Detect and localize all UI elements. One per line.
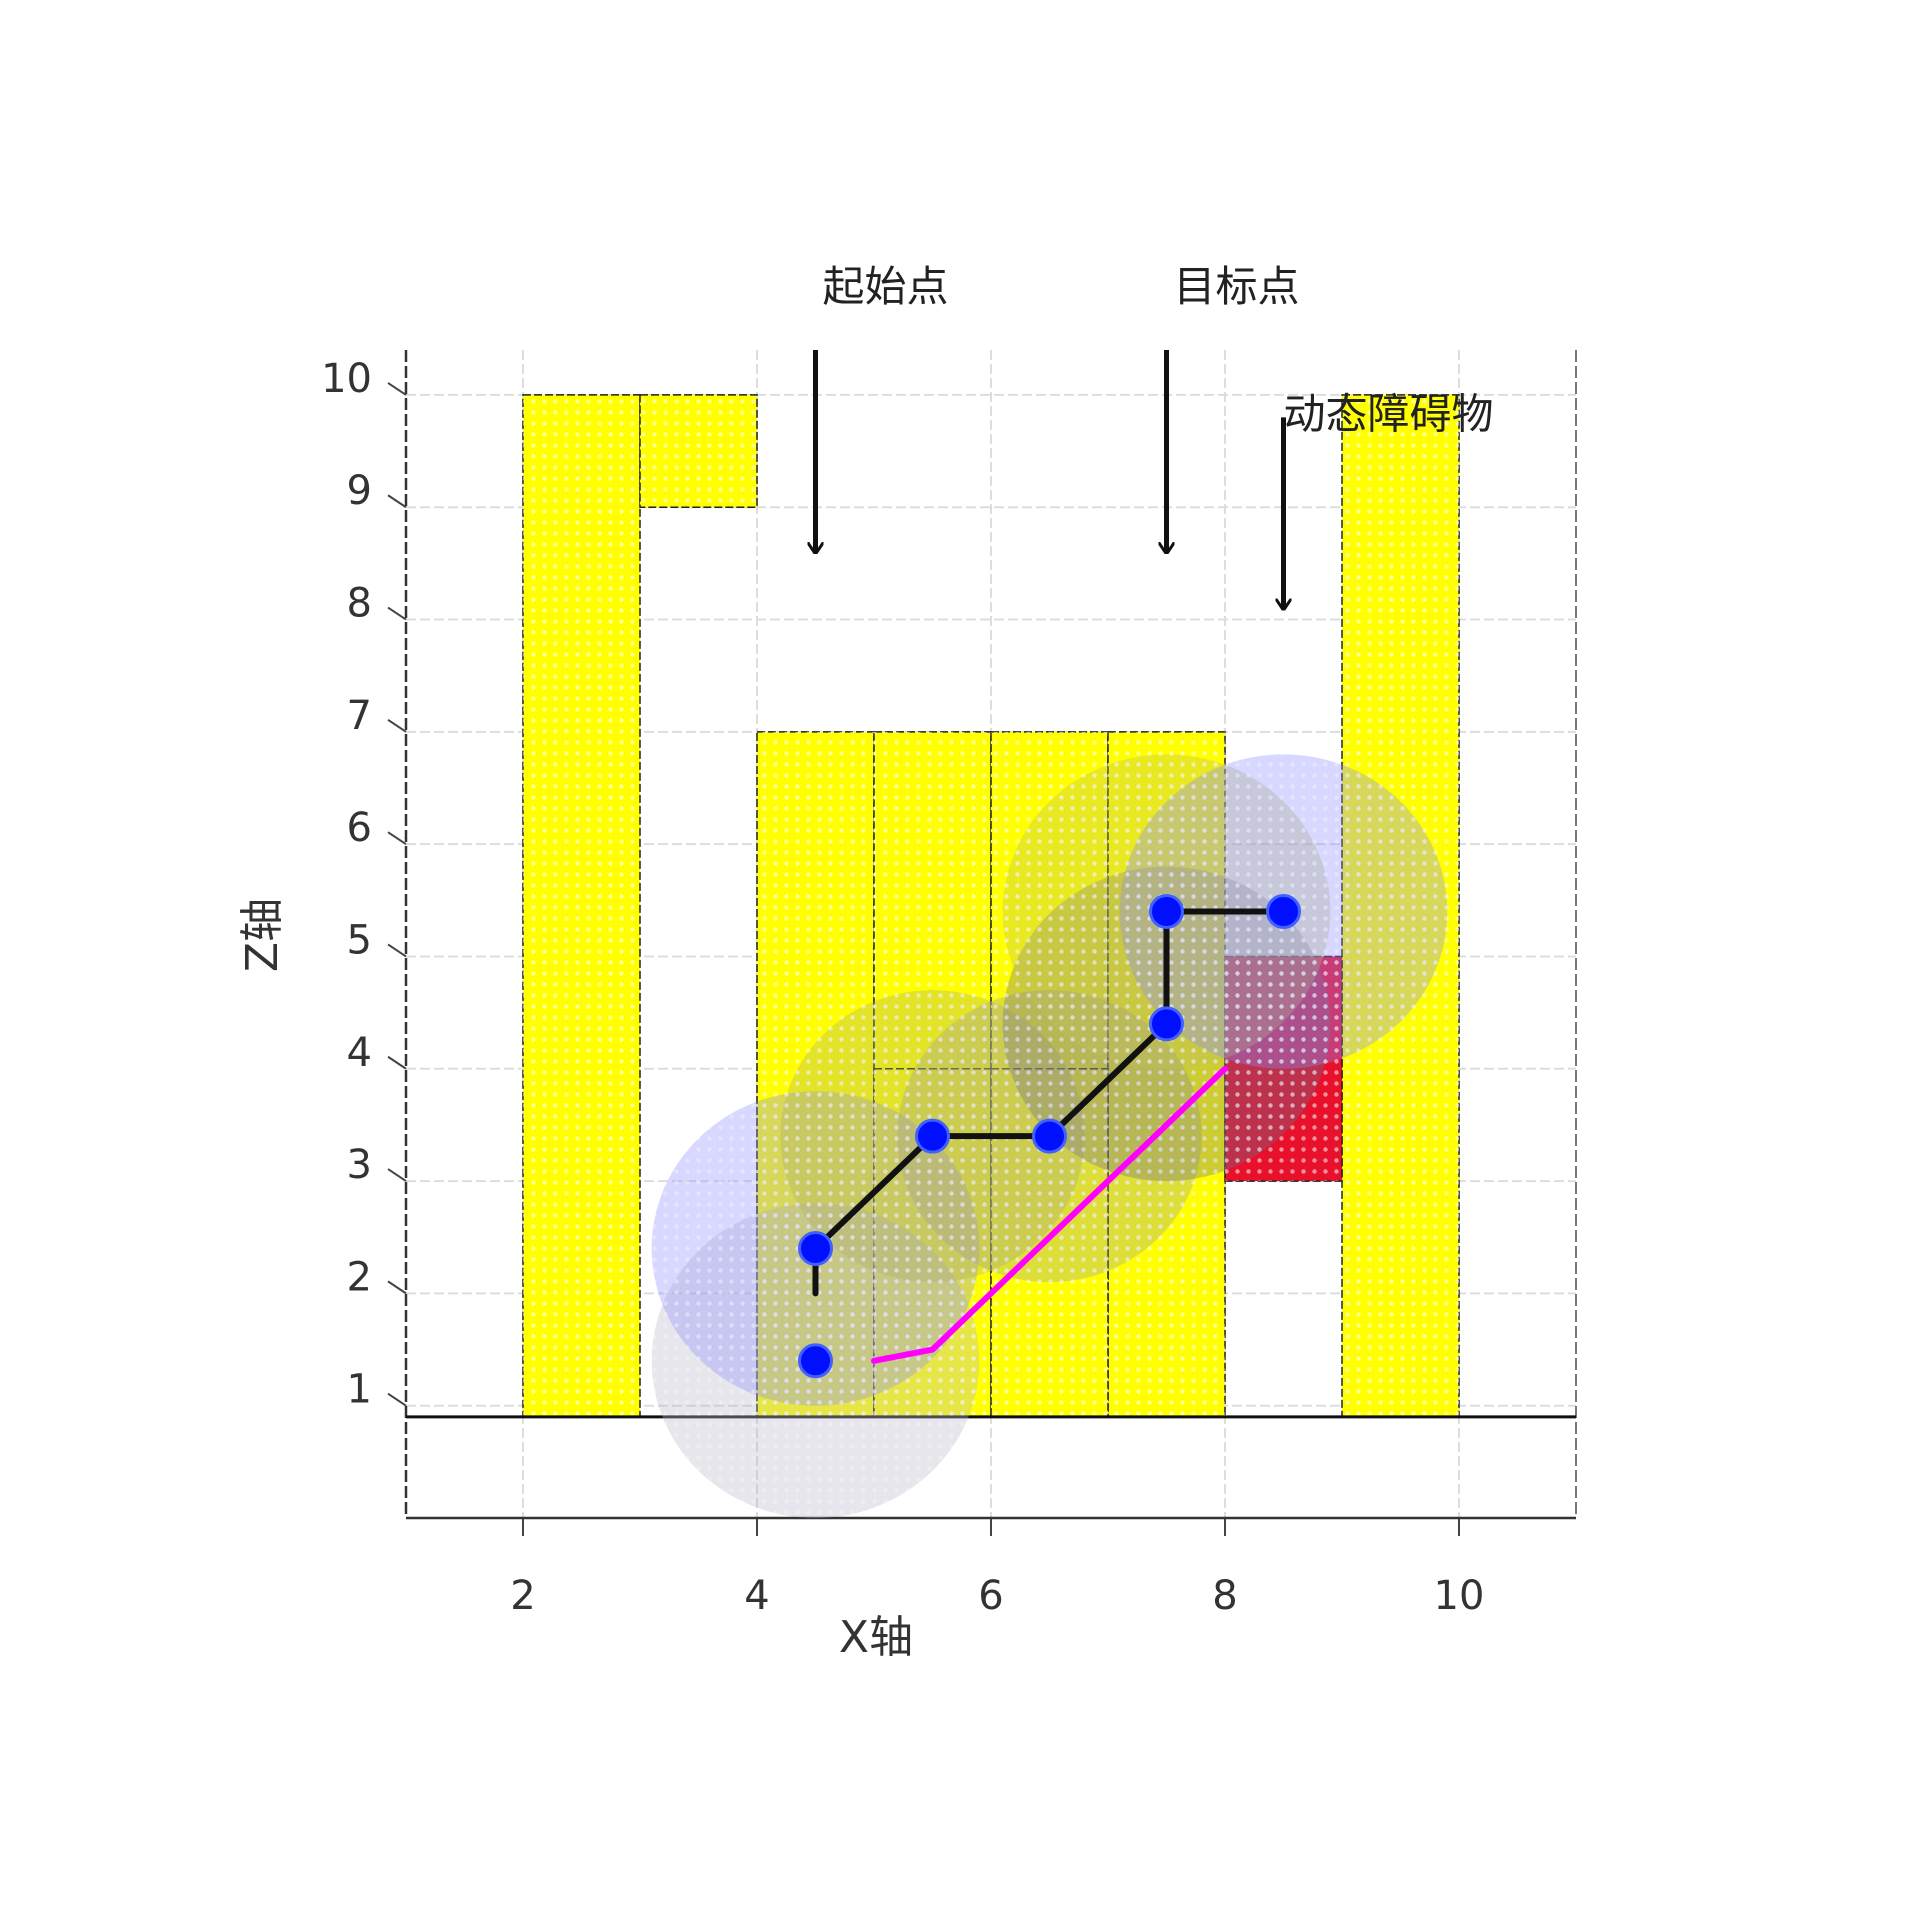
y-tick xyxy=(387,831,407,845)
y-tick xyxy=(387,606,407,621)
obstacle-texture xyxy=(640,394,757,508)
y-tick-label: 8 xyxy=(347,581,372,627)
y-tick xyxy=(387,382,407,396)
y-tick-label: 7 xyxy=(347,693,372,739)
y-tick-label: 4 xyxy=(347,1030,372,1076)
y-tick xyxy=(387,494,407,509)
y-tick xyxy=(387,1392,407,1407)
waypoint xyxy=(915,1118,950,1154)
waypoint xyxy=(1032,1118,1067,1154)
waypoint xyxy=(798,1230,833,1266)
y-tick-label: 9 xyxy=(347,468,372,514)
x-tick-label: 8 xyxy=(1212,1573,1237,1619)
annotation-label: 起始点 xyxy=(822,262,948,311)
annotation-label: 动态障碍物 xyxy=(1284,389,1494,438)
planned-path xyxy=(871,1065,1228,1364)
x-tick-label: 6 xyxy=(978,1573,1003,1619)
y-tick-label: 2 xyxy=(347,1254,372,1300)
y-tick-label: 6 xyxy=(347,805,372,851)
y-tick xyxy=(387,1055,407,1070)
y-tick xyxy=(387,1280,407,1295)
x-tick-label: 2 xyxy=(510,1573,535,1619)
waypoint xyxy=(1266,894,1301,930)
y-tick-label: 10 xyxy=(321,356,372,402)
y-axis-label: Z轴 xyxy=(237,898,288,972)
y-tick-label: 1 xyxy=(347,1367,372,1413)
waypoint xyxy=(798,1343,833,1379)
y-tick xyxy=(387,1168,407,1182)
annotation-label: 目标点 xyxy=(1173,262,1299,311)
waypoint xyxy=(1149,1006,1184,1042)
obstacle-texture xyxy=(523,394,640,1417)
y-tick-label: 3 xyxy=(347,1142,372,1188)
x-axis-label: X轴 xyxy=(839,1612,913,1663)
x-tick-label: 10 xyxy=(1434,1573,1485,1619)
y-tick xyxy=(387,719,407,733)
y-tick-label: 5 xyxy=(347,917,372,963)
waypoint xyxy=(1149,894,1184,930)
x-tick-label: 4 xyxy=(744,1573,769,1619)
y-tick xyxy=(387,943,407,958)
